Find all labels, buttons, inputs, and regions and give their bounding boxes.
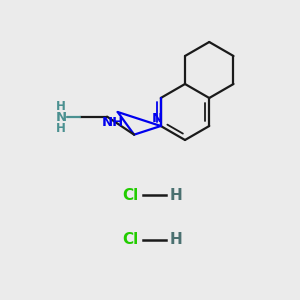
Text: NH: NH [101,116,124,128]
Text: H: H [169,188,182,202]
Text: H: H [56,100,66,113]
Text: H: H [56,122,66,135]
Text: Cl: Cl [122,188,138,202]
Text: N: N [152,112,163,124]
Text: Cl: Cl [122,232,138,247]
Text: N: N [56,111,67,124]
Text: H: H [169,232,182,247]
